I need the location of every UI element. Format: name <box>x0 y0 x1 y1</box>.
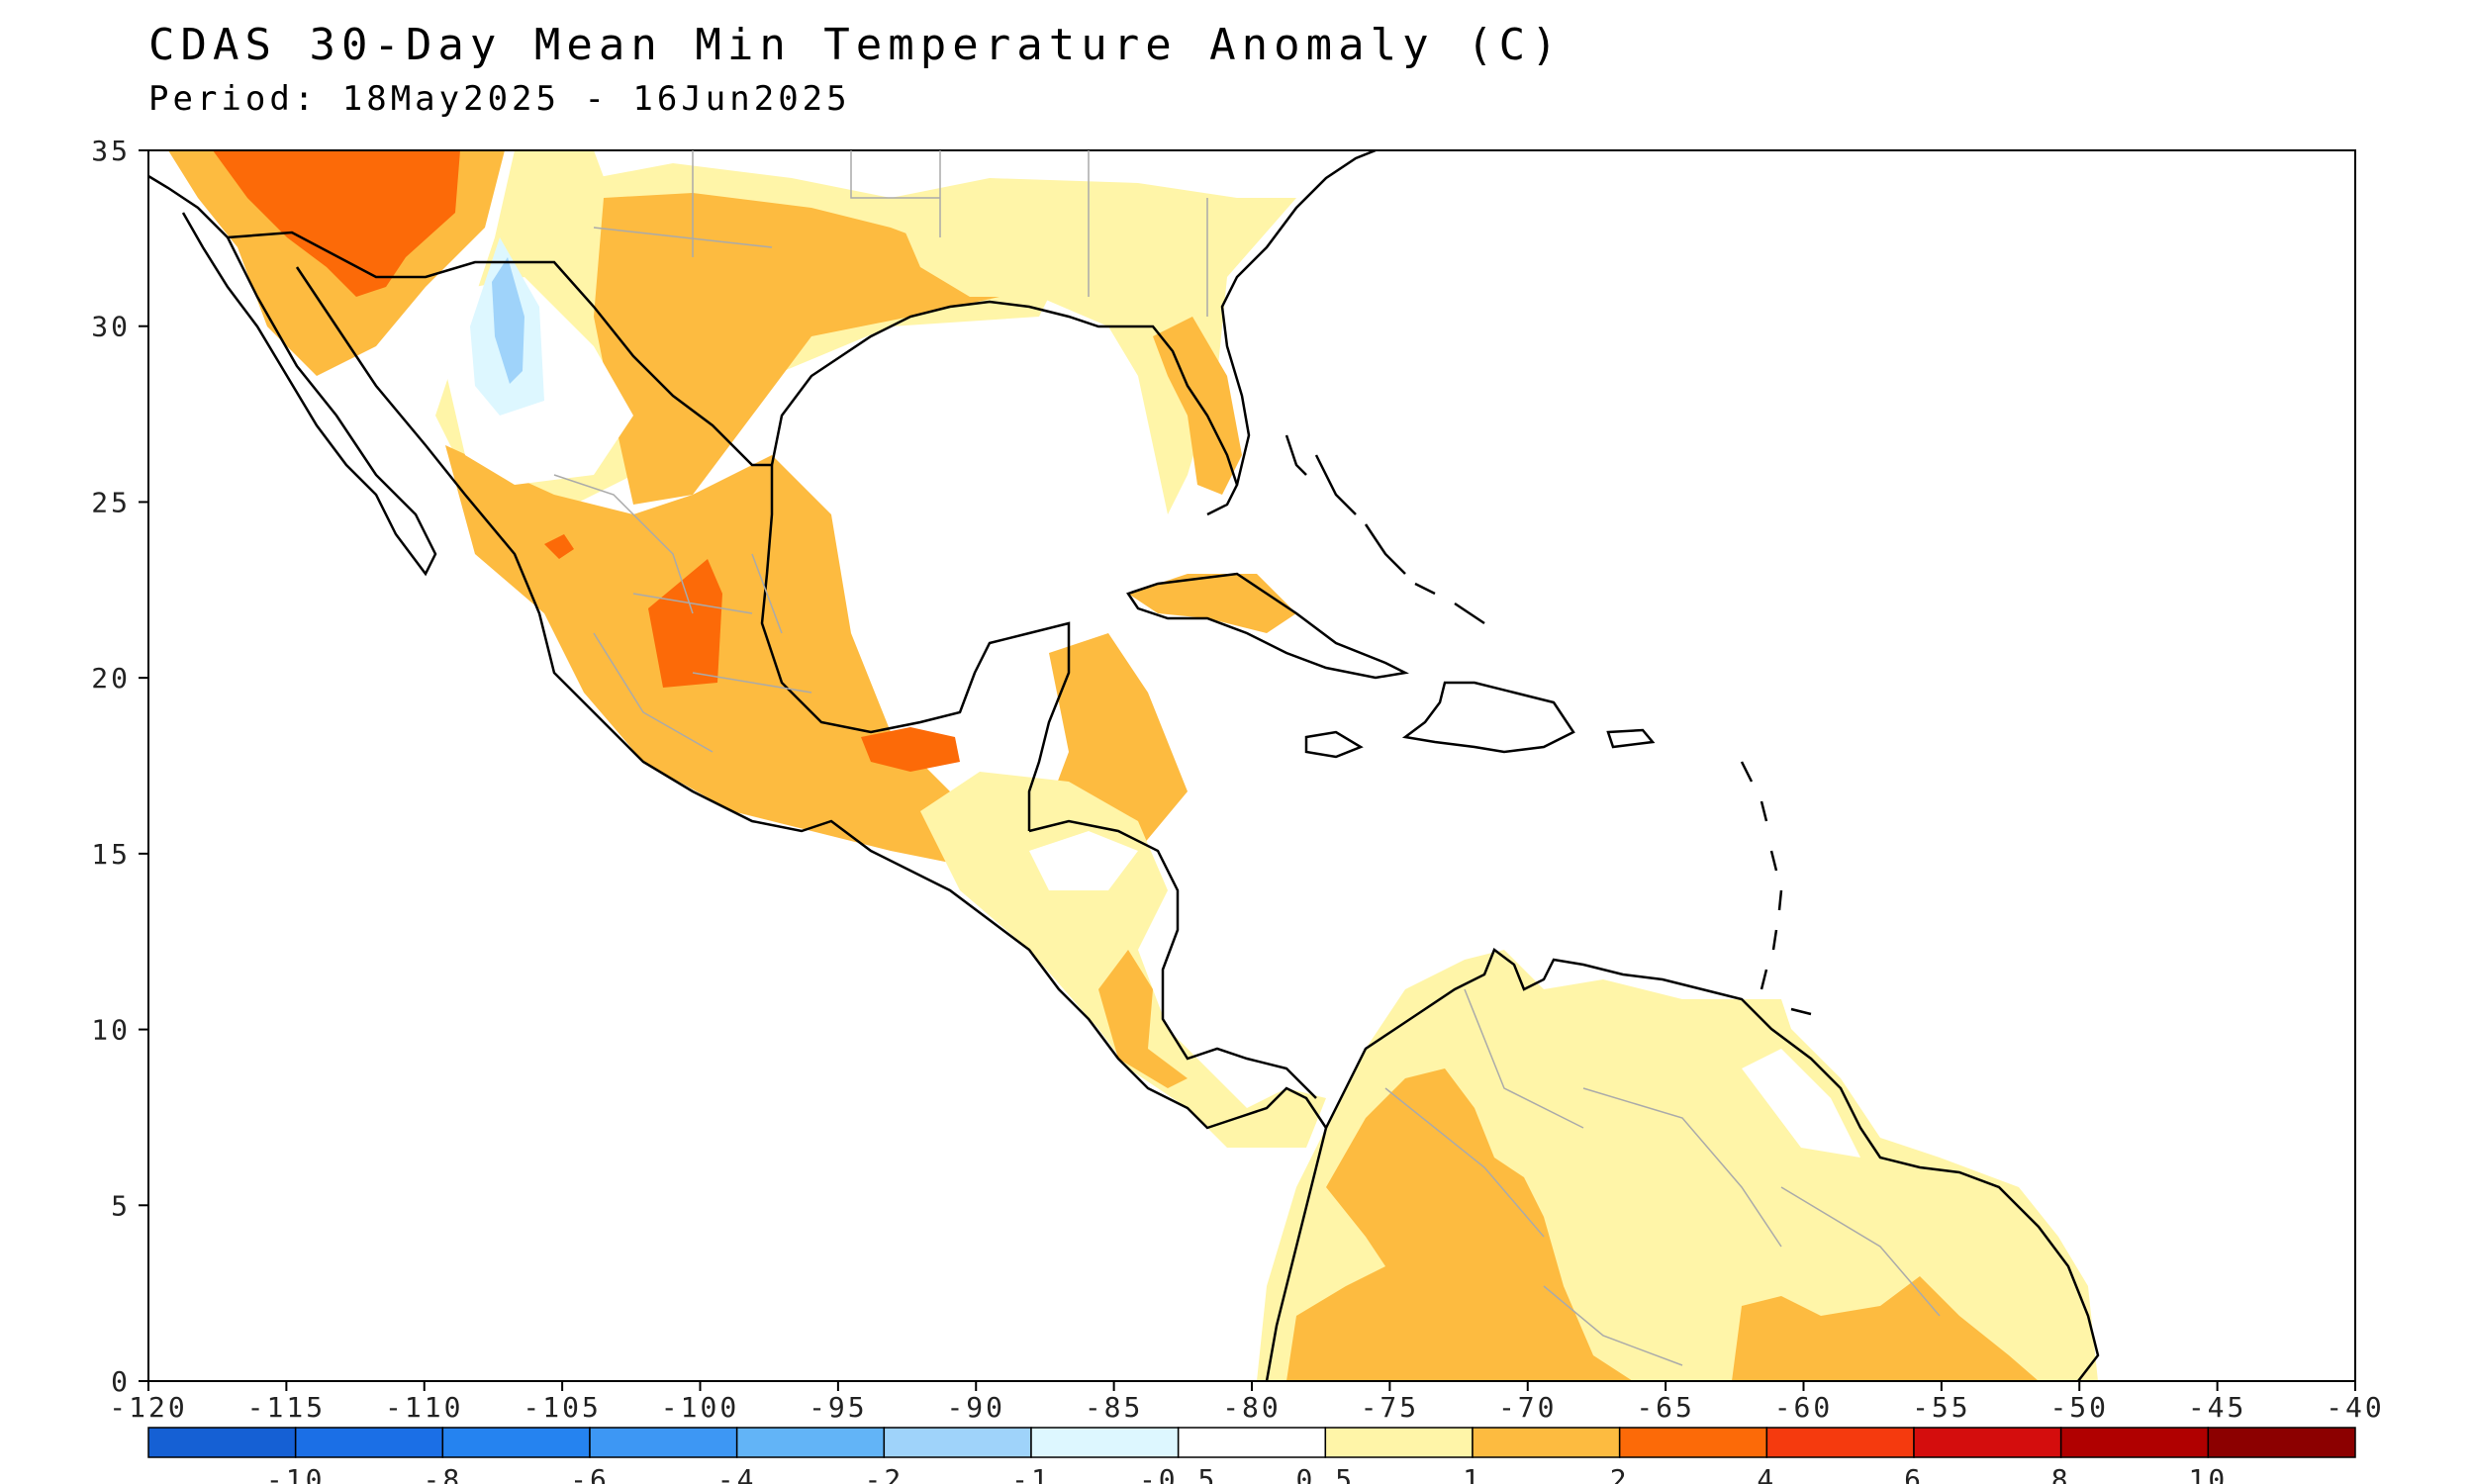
colorbar-label: -0.5 <box>1139 1463 1217 1484</box>
colorbar-label: -6 <box>570 1463 610 1484</box>
colorbar-label: -1 <box>1011 1463 1051 1484</box>
coastline-central-america-caribbean <box>1028 819 1317 1099</box>
lon-tick-label: -80 <box>1222 1391 1282 1424</box>
interior-borders <box>553 150 1941 1366</box>
colorbar-label: -4 <box>717 1463 757 1484</box>
anomaly-area-cuba <box>1128 574 1296 633</box>
lon-tick-label: -55 <box>1912 1391 1971 1424</box>
lon-tick-label: -50 <box>2049 1391 2109 1424</box>
colorbar-swatch <box>2207 1427 2356 1458</box>
lon-tick-label: -110 <box>385 1391 463 1424</box>
lon-tick-label: -120 <box>109 1391 187 1424</box>
lat-tick-label: 0 <box>111 1365 131 1398</box>
colorbar-label: -8 <box>423 1463 462 1484</box>
lat-tick-label: 15 <box>91 838 131 871</box>
map-subtitle: Period: 18May2025 - 16Jun2025 <box>148 79 851 119</box>
coastlines <box>148 150 2100 1381</box>
colorbar-swatch <box>589 1427 738 1458</box>
anomaly-area-mexico-small-strong <box>544 534 574 559</box>
border-us-states <box>593 150 1208 317</box>
lat-tick-label: 20 <box>91 662 131 695</box>
coastline-bahamas <box>1285 434 1485 625</box>
lat-tick-label: 5 <box>111 1189 131 1222</box>
coastline-us-atlantic <box>1220 150 1377 486</box>
anomaly-area-costa-rica <box>1098 950 1188 1088</box>
coastline-jamaica <box>1304 730 1364 759</box>
colorbar-label: 1 <box>1463 1463 1482 1484</box>
lat-tick-label: 30 <box>91 311 131 343</box>
anomaly-area-florida <box>1153 317 1242 495</box>
lon-tick-label: -65 <box>1636 1391 1695 1424</box>
coastline-mexico-pacific <box>295 266 1328 1130</box>
anomaly-area-colombia <box>1286 1068 1633 1381</box>
coastline-cuba <box>1126 572 1409 680</box>
anomaly-area-guyana-neutral <box>1742 1049 1860 1158</box>
coastline-south-america-north <box>1324 948 2100 1381</box>
lat-tick-label: 10 <box>91 1014 131 1047</box>
border-mexico-states <box>553 474 812 753</box>
anomaly-area-southwest-us-strong <box>213 150 460 297</box>
coastline-baja <box>148 174 437 577</box>
colorbar-swatch <box>294 1427 444 1458</box>
border-south-america-states <box>1384 988 1941 1366</box>
anomaly-area-texas <box>594 193 999 505</box>
colorbar-swatch <box>883 1427 1032 1458</box>
anomaly-area-mexico <box>445 445 1188 871</box>
lon-tick-label: -95 <box>809 1391 868 1424</box>
coastline-south-america-pacific <box>1265 1127 1328 1381</box>
colorbar-swatch <box>1618 1427 1768 1458</box>
lon-tick-label: -60 <box>1774 1391 1834 1424</box>
longitude-axis: -120 -115 -110 -105 -100 -95 -90 -85 -80 -75 -70 -6… <box>109 1381 2385 1424</box>
lat-tick-label: 25 <box>91 486 131 518</box>
lon-tick-label: -45 <box>2188 1391 2247 1424</box>
lon-tick-label: -85 <box>1085 1391 1144 1424</box>
map-title: CDAS 30-Day Mean Min Temperature Anomaly… <box>148 20 1564 70</box>
lat-tick-label: 35 <box>91 135 131 167</box>
coastline-puerto-rico <box>1606 728 1656 749</box>
border-us-mexico <box>227 231 772 467</box>
coastline-mexico-gulf <box>760 465 1071 831</box>
colorbar-swatch <box>441 1427 591 1458</box>
colorbar-swatch <box>2059 1427 2210 1458</box>
anomaly-area-brazil-north <box>1732 1276 2039 1381</box>
lon-tick-label: -90 <box>946 1391 1005 1424</box>
colorbar-swatch <box>1765 1427 1915 1458</box>
colorbar: -10 -8 -6 -4 -2 -1 -0.5 0.5 1 2 4 6 8 10 <box>147 1427 2356 1484</box>
latitude-axis: 0 5 10 15 20 25 30 35 <box>91 135 148 1398</box>
anomaly-area-central-mexico-strong <box>648 559 722 688</box>
colorbar-label: 0.5 <box>1296 1463 1356 1484</box>
colorbar-label: 4 <box>1757 1463 1776 1484</box>
colorbar-label: 6 <box>1904 1463 1924 1484</box>
lon-tick-label: -40 <box>2326 1391 2385 1424</box>
anomaly-shading <box>148 150 2098 1381</box>
lon-tick-label: -105 <box>523 1391 601 1424</box>
anomaly-area-yucatan-strong <box>861 727 960 772</box>
colorbar-swatch <box>1030 1427 1180 1458</box>
lon-tick-label: -115 <box>247 1391 326 1424</box>
colorbar-swatch <box>735 1427 886 1458</box>
lon-tick-label: -70 <box>1498 1391 1558 1424</box>
lon-tick-label: -100 <box>661 1391 739 1424</box>
colorbar-swatch <box>1913 1427 2062 1458</box>
colorbar-swatch <box>1324 1427 1474 1458</box>
colorbar-label: 2 <box>1610 1463 1630 1484</box>
colorbar-label: 8 <box>2051 1463 2071 1484</box>
coastline-us-gulf <box>770 300 1239 516</box>
colorbar-label: 10 <box>2188 1463 2228 1484</box>
colorbar-label: -2 <box>864 1463 904 1484</box>
coastline-lesser-antilles <box>1740 761 1812 1016</box>
anomaly-area-nw-mexico-cooler <box>492 257 524 384</box>
colorbar-swatch <box>1177 1427 1327 1458</box>
colorbar-swatch <box>1472 1427 1621 1458</box>
colorbar-label: -10 <box>266 1463 326 1484</box>
anomaly-area-honduras-neutral <box>1029 831 1138 890</box>
lon-tick-label: -75 <box>1361 1391 1420 1424</box>
colorbar-swatch <box>147 1427 297 1458</box>
coastline-hispaniola <box>1401 681 1575 754</box>
